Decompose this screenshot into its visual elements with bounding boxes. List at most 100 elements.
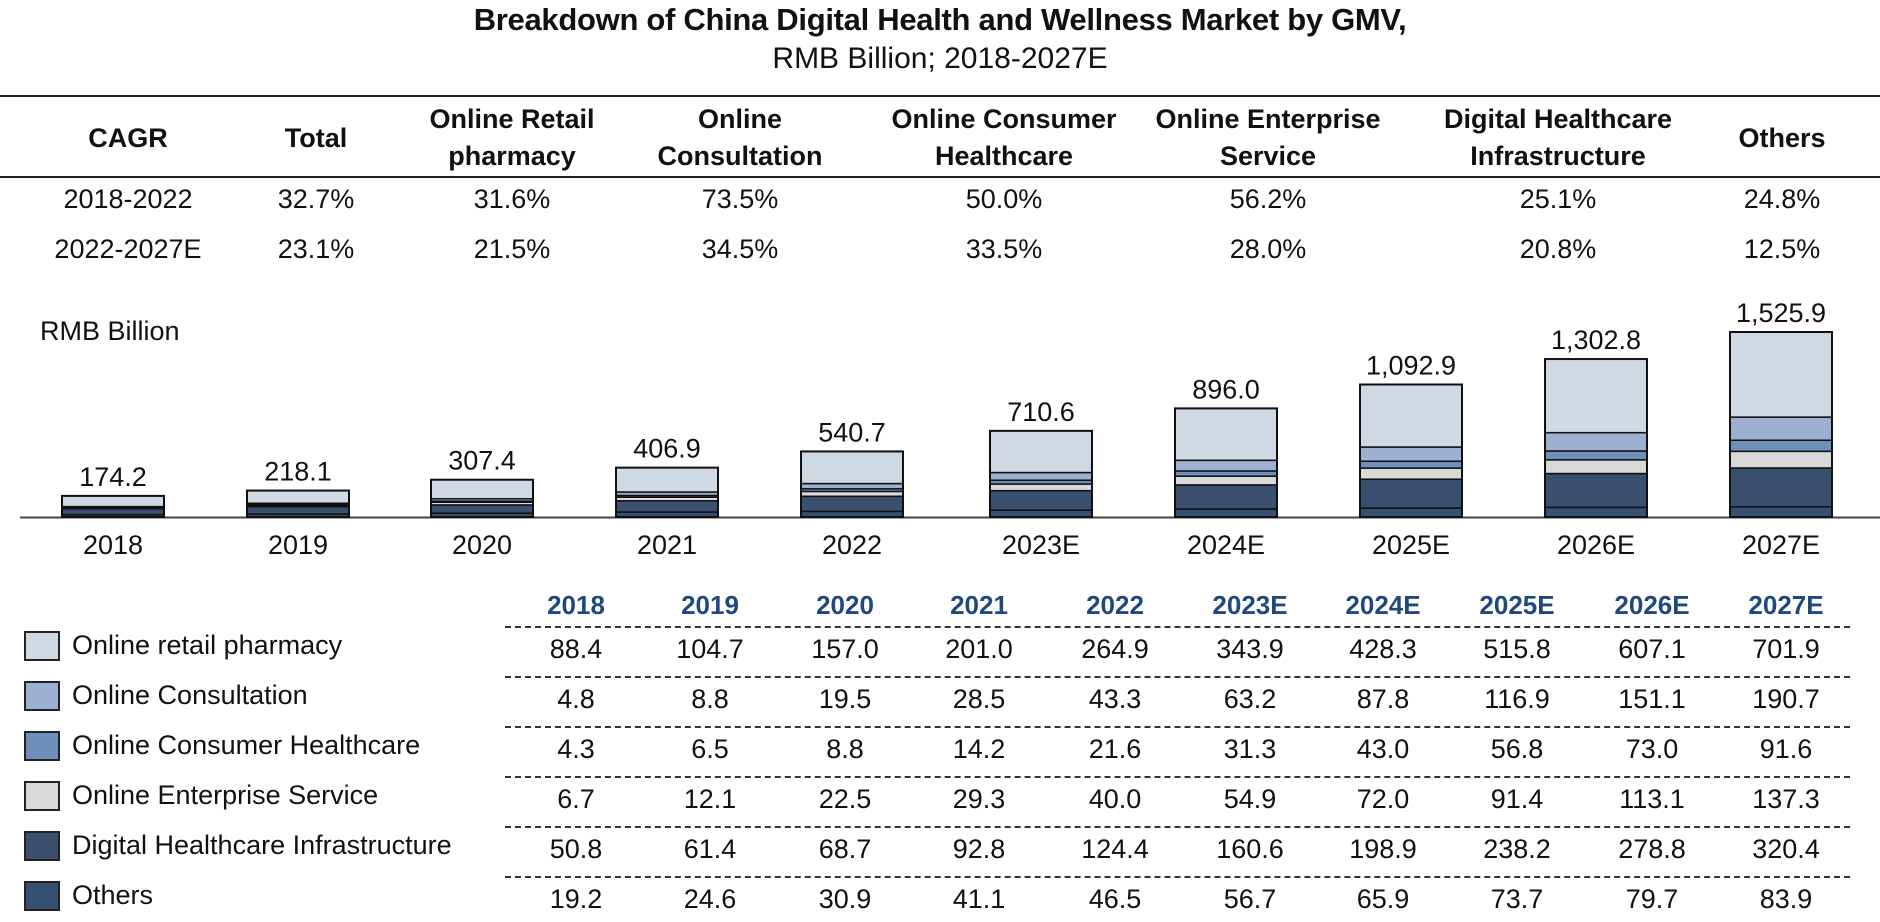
cagr-period-label: 2018-2022	[63, 184, 193, 214]
bar-segment-online-retail-pharmacy	[1729, 331, 1833, 418]
bar-total-label: 1,525.9	[1736, 298, 1826, 328]
row-divider	[505, 626, 1850, 628]
legend-swatch	[24, 730, 60, 761]
legend-label: Online retail pharmacy	[72, 630, 343, 660]
bar-segment-online-retail-pharmacy	[989, 430, 1093, 474]
table-cell: 68.7	[818, 834, 872, 864]
cagr-header-cell: Digital Healthcare Infrastructure	[1443, 104, 1673, 171]
bar-outline	[800, 450, 904, 518]
table-cell: 12.1	[683, 784, 737, 814]
bar-segment-online-retail-pharmacy	[1174, 407, 1278, 462]
bar-segment-online-enterprise-service	[1174, 475, 1278, 486]
table-cell: 87.8	[1356, 684, 1410, 714]
bar-outline	[1544, 358, 1648, 518]
row-divider	[505, 726, 1850, 728]
table-cell: 4.3	[557, 734, 595, 764]
bar-segment-others	[1729, 506, 1833, 518]
row-divider	[505, 676, 1850, 678]
bar-segment-others	[1544, 506, 1648, 518]
cagr-period-label: 2022-2027E	[54, 234, 202, 264]
bar-segment-online-enterprise-service	[1359, 467, 1463, 480]
table-cell: 56.7	[1223, 884, 1277, 914]
legend-swatch	[24, 680, 60, 711]
cagr-header-cell: Online Enterprise Service	[1155, 104, 1381, 171]
x-tick-label: 2018	[83, 530, 143, 560]
bar-segment-online-consumer-healthcare	[1544, 450, 1648, 461]
table-cell: 6.7	[557, 784, 595, 814]
bar-segment-online-consumer-healthcare	[1729, 439, 1833, 453]
row-divider	[505, 826, 1850, 828]
x-tick-label: 2025E	[1372, 530, 1450, 560]
table-cell: 65.9	[1356, 884, 1410, 914]
table-cell: 701.9	[1752, 634, 1820, 664]
bar-total-label: 1,302.8	[1551, 325, 1641, 355]
table-cell: 515.8	[1483, 634, 1551, 664]
bar-segment-digital-healthcare-infrastructure	[1174, 484, 1278, 510]
table-cell: 24.6	[683, 884, 737, 914]
legend-swatch	[24, 630, 60, 661]
cagr-value: 31.6%	[473, 184, 551, 214]
row-divider	[505, 876, 1850, 878]
bar-total-label: 540.7	[818, 417, 886, 447]
x-tick-label: 2021	[637, 530, 697, 560]
legend-item: Online Consultation	[24, 680, 308, 711]
cagr-value: 20.8%	[1519, 234, 1597, 264]
bar-total-label: 307.4	[448, 446, 516, 476]
cagr-value: 28.0%	[1229, 234, 1307, 264]
bar-segment-online-retail-pharmacy	[800, 450, 904, 485]
legend-label: Digital Healthcare Infrastructure	[72, 830, 452, 860]
legend-swatch	[24, 880, 60, 911]
cagr-header-cell: Online Consultation	[657, 104, 823, 171]
table-cell: 157.0	[811, 634, 879, 664]
cagr-table-top-rule	[0, 95, 1880, 97]
table-cell: 54.9	[1223, 784, 1277, 814]
table-cell: 61.4	[683, 834, 737, 864]
table-year-header: 2021	[950, 590, 1008, 620]
table-cell: 22.5	[818, 784, 872, 814]
table-year-header: 2023E	[1212, 590, 1288, 620]
table-cell: 320.4	[1752, 834, 1820, 864]
bar-outline	[989, 429, 1093, 518]
bar-segment-digital-healthcare-infrastructure	[989, 489, 1093, 511]
cagr-value: 24.8%	[1743, 184, 1821, 214]
table-cell: 4.8	[557, 684, 595, 714]
table-cell: 116.9	[1484, 684, 1550, 714]
bar-segment-others	[1174, 508, 1278, 518]
row-divider	[505, 776, 1850, 778]
legend-item: Digital Healthcare Infrastructure	[24, 830, 452, 861]
table-cell: 50.8	[549, 834, 603, 864]
table-year-header: 2018	[547, 590, 605, 620]
bar-segment-online-retail-pharmacy	[61, 495, 165, 508]
legend-item: Online Enterprise Service	[24, 780, 378, 811]
bar-segment-online-consultation	[989, 471, 1093, 481]
table-cell: 160.6	[1216, 834, 1284, 864]
bar-segment-digital-healthcare-infrastructure	[615, 500, 719, 513]
table-year-header: 2024E	[1345, 590, 1421, 620]
table-cell: 607.1	[1618, 634, 1686, 664]
bar-segment-online-consultation	[1174, 459, 1278, 472]
table-cell: 6.5	[691, 734, 729, 764]
bar-total-label: 1,092.9	[1366, 351, 1456, 381]
stacked-bar-chart: 174.2 2018 218.1 2019 307.4 2020 406.9 2021 540.…	[20, 298, 1880, 560]
table-cell: 83.9	[1759, 884, 1813, 914]
legend-item: Online retail pharmacy	[24, 630, 342, 661]
bar-total-label: 218.1	[264, 457, 332, 487]
bar-segment-online-retail-pharmacy	[1359, 383, 1463, 448]
table-cell: 79.7	[1625, 884, 1679, 914]
table-cell: 151.1	[1618, 684, 1686, 714]
bar-outline	[1174, 407, 1278, 518]
table-cell: 14.2	[952, 734, 1006, 764]
bar-outline	[430, 478, 534, 519]
bar-segment-online-retail-pharmacy	[246, 489, 350, 505]
bar-outline	[615, 466, 719, 519]
x-tick-label: 2023E	[1002, 530, 1080, 560]
legend-label: Online Enterprise Service	[72, 780, 379, 810]
bar-segment-digital-healthcare-infrastructure	[61, 507, 165, 516]
cagr-header-cell: CAGR	[88, 122, 168, 153]
y-axis-unit-label: RMB Billion	[40, 316, 180, 346]
bar-outline	[1359, 383, 1463, 518]
legend-item: Others	[24, 880, 153, 911]
bar-segment-online-enterprise-service	[1544, 459, 1648, 475]
bar-segment-online-retail-pharmacy	[1544, 358, 1648, 434]
cagr-header-cell: Total	[284, 122, 348, 153]
